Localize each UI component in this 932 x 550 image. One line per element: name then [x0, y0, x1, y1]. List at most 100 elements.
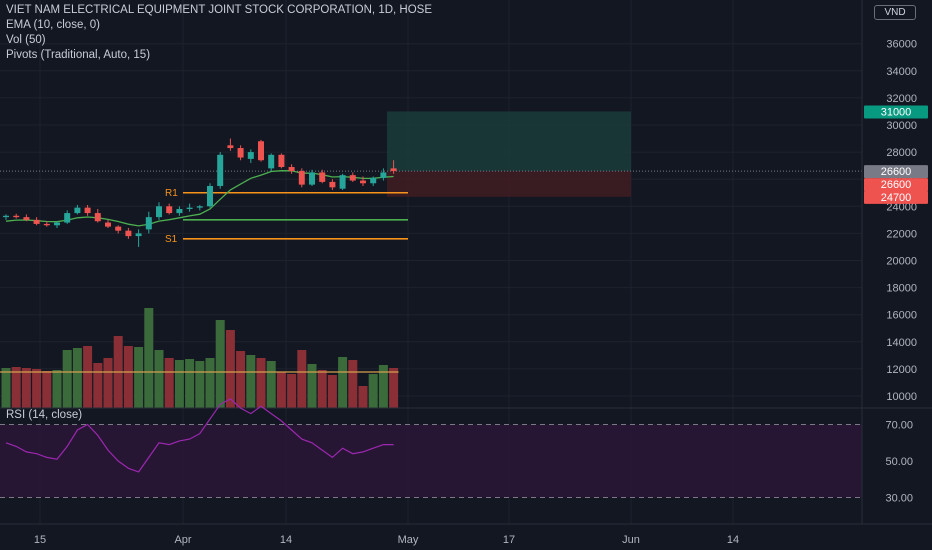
candle-body	[247, 152, 254, 159]
volume-bar	[103, 358, 113, 408]
candle-body	[227, 145, 234, 149]
volume-bar	[368, 374, 378, 408]
rsi-legend[interactable]: RSI (14, close)	[6, 409, 83, 421]
price-tick-label: 28000	[886, 147, 917, 159]
price-badge	[864, 165, 928, 179]
candle-body	[339, 175, 346, 189]
legend-pivots[interactable]: Pivots (Traditional, Auto, 15)	[6, 49, 151, 61]
currency-button[interactable]: VND	[874, 5, 916, 20]
price-badge-label: 31000	[881, 106, 912, 118]
volume-bar	[307, 364, 317, 408]
candle-body	[166, 206, 173, 214]
candle-body	[370, 177, 377, 184]
candle-body	[64, 213, 71, 223]
candle-body	[217, 154, 224, 186]
candle-body	[237, 148, 244, 158]
volume-bar	[1, 368, 11, 408]
volume-bar	[236, 351, 246, 408]
volume-bar	[164, 358, 174, 408]
volume-bar	[215, 320, 225, 408]
candle-body	[268, 154, 275, 169]
pivot-lines: R1 S1	[165, 188, 408, 245]
price-tick-label: 34000	[886, 66, 917, 78]
candle-body	[349, 175, 356, 181]
price-badge-label: 26600	[881, 166, 912, 178]
price-tick-label: 36000	[886, 39, 917, 51]
volume-bar	[52, 370, 62, 408]
candle-body	[125, 230, 132, 237]
legend-volume[interactable]: Vol (50)	[6, 34, 46, 46]
price-tick-label: 22000	[886, 228, 917, 240]
price-badge-label: 24700	[881, 192, 912, 204]
price-badge	[864, 105, 928, 119]
volume-bar	[123, 346, 133, 408]
ema-line	[5, 170, 394, 227]
volume-bar	[246, 355, 256, 408]
price-tick-label: 10000	[886, 391, 917, 403]
price-tick-label: 30000	[886, 120, 917, 132]
volume-bar	[144, 308, 154, 408]
candle-body	[288, 167, 295, 172]
candle-body	[105, 222, 111, 227]
volume-bar	[358, 386, 368, 408]
volume-bars	[0, 308, 399, 408]
candle-body	[145, 217, 152, 230]
volume-bar	[287, 374, 297, 408]
time-tick-label: May	[398, 534, 419, 546]
price-badge	[864, 190, 928, 204]
candle-body	[186, 207, 193, 210]
ema-path	[5, 170, 394, 227]
stop-zone	[387, 171, 631, 197]
time-tick-label: Jun	[622, 534, 640, 546]
candle-body	[23, 217, 30, 220]
candle-body	[309, 172, 315, 185]
rsi-tick-label: 30.00	[885, 493, 913, 505]
rsi-pane	[0, 398, 932, 498]
candle-body	[176, 209, 183, 214]
volume-bar	[174, 360, 184, 408]
price-tick-label: 24000	[886, 201, 917, 213]
volume-bar	[205, 358, 215, 408]
candle-body	[156, 206, 162, 218]
time-tick-label: 15	[34, 534, 46, 546]
chart-title[interactable]: VIET NAM ELECTRICAL EQUIPMENT JOINT STOC…	[6, 4, 432, 16]
pivot-label-s1: S1	[165, 234, 178, 245]
volume-bar	[256, 358, 266, 408]
volume-bar	[32, 369, 42, 408]
candle-body	[196, 206, 203, 208]
volume-bar	[338, 357, 348, 408]
candles	[3, 138, 397, 247]
volume-bar	[389, 368, 399, 408]
pivot-label-r1: R1	[165, 188, 178, 199]
time-tick-label: 14	[280, 534, 292, 546]
legend-ema[interactable]: EMA (10, close, 0)	[6, 19, 100, 31]
volume-bar	[93, 363, 103, 408]
volume-bar	[225, 330, 235, 408]
candle-body	[329, 181, 336, 188]
candle-body	[13, 215, 20, 218]
volume-bar	[21, 368, 31, 408]
volume-bar	[348, 360, 358, 408]
target-zone	[387, 111, 631, 172]
rsi-tick-label: 50.00	[885, 456, 913, 468]
volume-bar	[154, 350, 164, 408]
candle-body	[115, 226, 122, 231]
volume-bar	[72, 348, 82, 408]
volume-bar	[83, 346, 93, 408]
volume-bar	[11, 367, 21, 408]
candle-body	[74, 207, 81, 214]
volume-bar	[185, 359, 195, 408]
time-tick-label: 17	[503, 534, 515, 546]
price-tick-label: 14000	[886, 337, 917, 349]
time-tick-label: 14	[727, 534, 739, 546]
price-tick-label: 32000	[886, 93, 917, 105]
price-badge	[864, 178, 928, 192]
price-tick-label: 18000	[886, 283, 917, 295]
position-zones[interactable]	[0, 111, 862, 197]
candle-body	[360, 180, 366, 184]
volume-bar	[317, 370, 327, 408]
volume-bar	[276, 372, 286, 408]
candle-body	[84, 207, 91, 214]
